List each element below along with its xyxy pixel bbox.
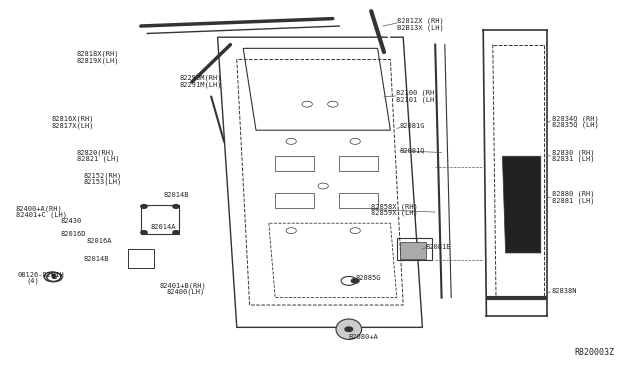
Text: B2B13X (LH): B2B13X (LH) <box>397 25 444 31</box>
Text: 82834Q (RH): 82834Q (RH) <box>552 115 598 122</box>
Bar <box>400 242 426 259</box>
Bar <box>339 156 378 171</box>
Text: R820003Z: R820003Z <box>575 348 614 357</box>
Text: 82400+A(RH): 82400+A(RH) <box>16 205 63 212</box>
Text: 82081G: 82081G <box>400 124 426 129</box>
Text: 82818X(RH): 82818X(RH) <box>77 51 119 57</box>
Text: 82401+B(RH): 82401+B(RH) <box>160 282 207 289</box>
Circle shape <box>351 279 359 283</box>
Text: 82831 (LH): 82831 (LH) <box>552 155 594 162</box>
Bar <box>141 205 179 234</box>
Text: B2080+A: B2080+A <box>349 334 378 340</box>
Text: 82291M(LH): 82291M(LH) <box>179 81 221 88</box>
Circle shape <box>141 205 147 208</box>
Text: 82400(LH): 82400(LH) <box>166 289 205 295</box>
Text: 82014B: 82014B <box>163 192 189 198</box>
Text: 82830 (RH): 82830 (RH) <box>552 149 594 156</box>
Bar <box>339 193 378 208</box>
Text: B: B <box>52 274 57 280</box>
Text: 82859X (LH): 82859X (LH) <box>371 209 418 216</box>
Ellipse shape <box>336 319 362 339</box>
Text: 82838N: 82838N <box>552 288 577 294</box>
Text: 82821 (LH): 82821 (LH) <box>77 155 119 162</box>
Text: 82880 (RH): 82880 (RH) <box>552 191 594 198</box>
Text: 82101 (LH): 82101 (LH) <box>396 96 438 103</box>
Bar <box>275 193 314 208</box>
Text: 82016D: 82016D <box>61 231 86 237</box>
Text: 82152(RH): 82152(RH) <box>83 172 122 179</box>
Circle shape <box>173 205 179 208</box>
Text: 82085G: 82085G <box>355 275 381 281</box>
Text: 82816X(RH): 82816X(RH) <box>51 116 93 122</box>
Text: (4): (4) <box>27 278 40 284</box>
Text: 82100 (RH): 82100 (RH) <box>396 90 438 96</box>
Text: 82290M(RH): 82290M(RH) <box>179 75 221 81</box>
Text: 82081Q: 82081Q <box>400 147 426 153</box>
Text: 82812X (RH): 82812X (RH) <box>397 17 444 24</box>
Polygon shape <box>502 156 541 253</box>
Text: 82153(LH): 82153(LH) <box>83 179 122 185</box>
Text: 82430: 82430 <box>61 218 82 224</box>
Text: 82881 (LH): 82881 (LH) <box>552 197 594 204</box>
Text: 82401+C (LH): 82401+C (LH) <box>16 211 67 218</box>
Bar <box>275 156 314 171</box>
Circle shape <box>141 231 147 234</box>
Text: 82820(RH): 82820(RH) <box>77 149 115 156</box>
Text: B: B <box>50 274 55 279</box>
Text: 82858X (RH): 82858X (RH) <box>371 203 418 210</box>
Circle shape <box>173 231 179 234</box>
Circle shape <box>345 327 353 331</box>
Text: 82014A: 82014A <box>150 224 176 230</box>
Text: 82835Q (LH): 82835Q (LH) <box>552 121 598 128</box>
Text: 82014B: 82014B <box>83 256 109 262</box>
Text: 82081E: 82081E <box>426 244 451 250</box>
Text: 82819X(LH): 82819X(LH) <box>77 57 119 64</box>
Bar <box>397 238 432 260</box>
Text: 82817X(LH): 82817X(LH) <box>51 122 93 129</box>
Text: 08126-8201H: 08126-8201H <box>18 272 65 278</box>
Text: 82016A: 82016A <box>86 238 112 244</box>
Bar <box>128 249 154 268</box>
